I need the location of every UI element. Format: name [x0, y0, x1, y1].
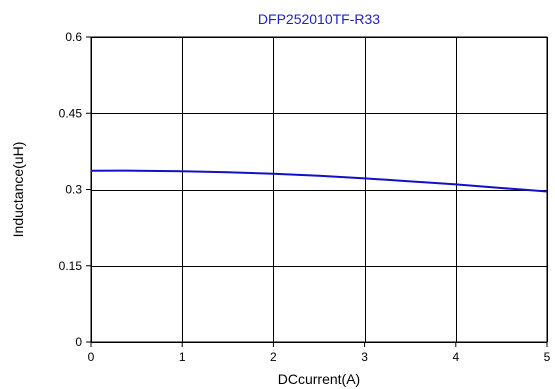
y-axis-label: Inductance(uH): [10, 142, 26, 238]
x-axis-ticks: 0 1 2 3 4 5: [88, 342, 551, 364]
x-tick-label: 4: [452, 350, 459, 364]
x-tick-label: 3: [361, 350, 368, 364]
y-tick-label: 0.3: [65, 183, 82, 197]
x-tick-label: 0: [88, 350, 95, 364]
y-tick-label: 0.45: [59, 106, 83, 120]
x-tick-label: 5: [544, 350, 551, 364]
y-tick-label: 0: [75, 335, 82, 349]
chart-title: DFP252010TF-R33: [258, 11, 380, 27]
y-tick-label: 0.6: [65, 30, 82, 44]
series-line-0: [90, 169, 548, 193]
x-axis-label: DCcurrent(A): [278, 371, 360, 387]
x-tick-label: 1: [179, 350, 186, 364]
y-axis-ticks: 0 0.15 0.3 0.45 0.6: [59, 30, 91, 349]
series-group: [90, 169, 548, 193]
x-tick-label: 2: [270, 350, 277, 364]
y-tick-label: 0.15: [59, 259, 83, 273]
plot-frame: [90, 36, 548, 343]
grid: [91, 37, 548, 343]
